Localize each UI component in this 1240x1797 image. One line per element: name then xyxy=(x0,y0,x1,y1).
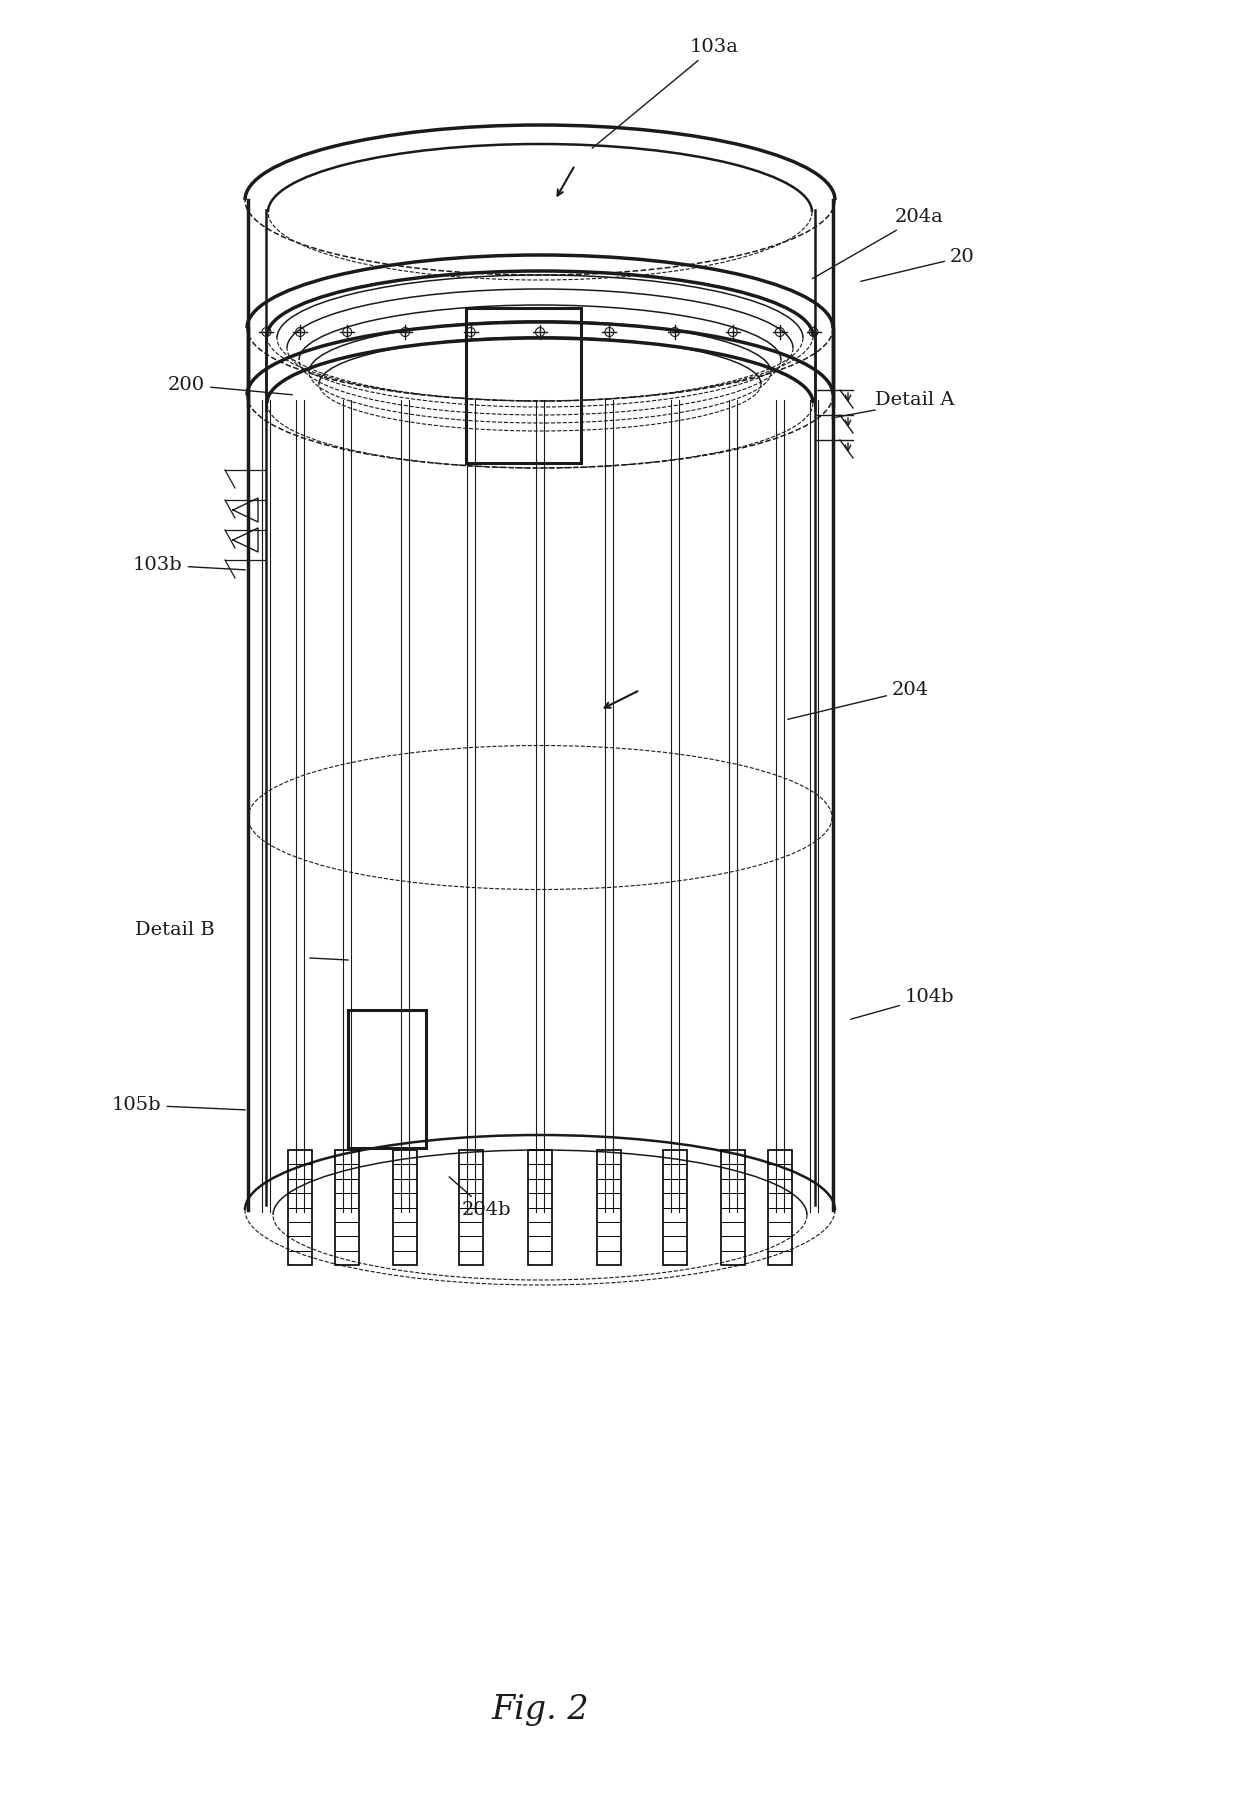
Bar xyxy=(335,1150,360,1265)
Text: Detail B: Detail B xyxy=(135,922,215,940)
Text: 104b: 104b xyxy=(851,988,955,1019)
Bar xyxy=(288,1150,312,1265)
Bar xyxy=(598,1150,621,1265)
Text: 103b: 103b xyxy=(133,555,246,573)
Text: 204a: 204a xyxy=(812,208,944,279)
Text: Fig. 2: Fig. 2 xyxy=(491,1695,589,1725)
Bar xyxy=(528,1150,552,1265)
Text: 105b: 105b xyxy=(112,1096,246,1114)
Text: 103a: 103a xyxy=(593,38,739,147)
Bar xyxy=(768,1150,792,1265)
Text: 204b: 204b xyxy=(449,1177,512,1218)
Bar xyxy=(720,1150,745,1265)
Bar xyxy=(466,307,582,464)
Text: Detail A: Detail A xyxy=(875,392,955,410)
Text: 204: 204 xyxy=(787,681,929,719)
Text: 200: 200 xyxy=(167,376,293,395)
Bar xyxy=(348,1010,427,1148)
Bar xyxy=(459,1150,482,1265)
Text: 20: 20 xyxy=(861,248,975,282)
Bar xyxy=(663,1150,687,1265)
Bar xyxy=(393,1150,417,1265)
